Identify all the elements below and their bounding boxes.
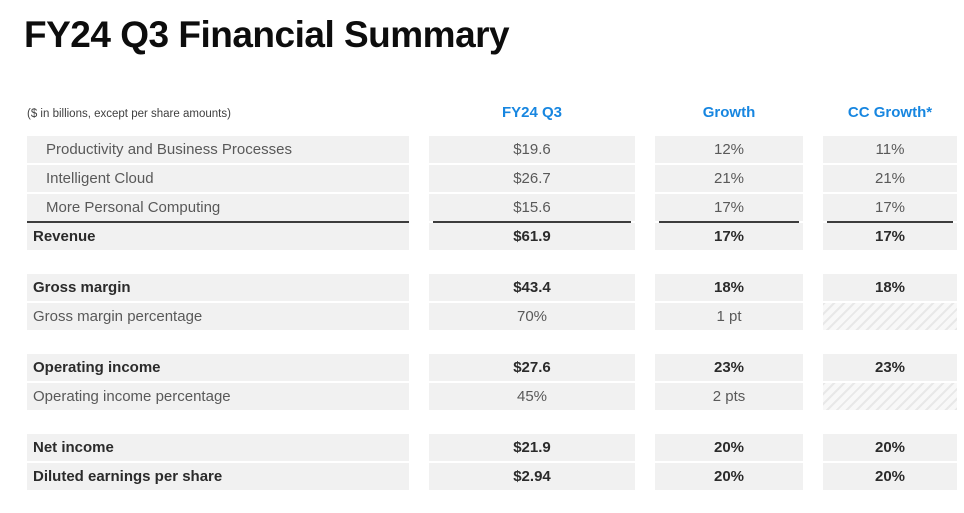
value-cell: $21.9 [429, 434, 635, 461]
page-title: FY24 Q3 Financial Summary [24, 14, 510, 55]
value-cell: 17% [655, 194, 803, 221]
value-cell: 45% [429, 383, 635, 410]
financial-table: ($ in billions, except per share amounts… [27, 96, 957, 492]
table-row: Operating income percentage 45% 2 pts [27, 383, 957, 410]
value-cell: 20% [823, 463, 957, 490]
table-row: Gross margin percentage 70% 1 pt [27, 303, 957, 330]
row-label: Diluted earnings per share [27, 463, 409, 490]
value-cell: 1 pt [655, 303, 803, 330]
table-row: Net income $21.9 20% 20% [27, 434, 957, 461]
table-row: Productivity and Business Processes $19.6… [27, 136, 957, 163]
value-cell: $26.7 [429, 165, 635, 192]
value-cell: 23% [655, 354, 803, 381]
row-label: Operating income [27, 354, 409, 381]
value-cell: 20% [655, 434, 803, 461]
table-row: More Personal Computing $15.6 17% 17% [27, 194, 957, 221]
value-cell: $15.6 [429, 194, 635, 221]
column-header-growth: Growth [702, 104, 756, 121]
row-label: Operating income percentage [27, 383, 409, 410]
value-cell: 23% [823, 354, 957, 381]
value-cell: $2.94 [429, 463, 635, 490]
value-cell: $43.4 [429, 274, 635, 301]
row-label: Gross margin percentage [27, 303, 409, 330]
units-note: ($ in billions, except per share amounts… [27, 108, 231, 120]
value-cell: 70% [429, 303, 635, 330]
value-cell: 17% [823, 194, 957, 221]
value-cell: $61.9 [429, 221, 635, 250]
value-cell: 18% [823, 274, 957, 301]
column-header-fy24-q3: FY24 Q3 [501, 104, 563, 121]
row-label: Net income [27, 434, 409, 461]
row-label: Gross margin [27, 274, 409, 301]
value-cell: 12% [655, 136, 803, 163]
table-row: Gross margin $43.4 18% 18% [27, 274, 957, 301]
value-cell: 21% [823, 165, 957, 192]
table-body: Productivity and Business Processes $19.6… [27, 136, 957, 490]
table-row: Diluted earnings per share $2.94 20% 20% [27, 463, 957, 490]
value-cell: 21% [655, 165, 803, 192]
value-cell: 2 pts [655, 383, 803, 410]
value-cell: 17% [655, 221, 803, 250]
value-cell: 11% [823, 136, 957, 163]
table-row: Operating income $27.6 23% 23% [27, 354, 957, 381]
table-row: Revenue $61.9 17% 17% [27, 221, 957, 250]
row-label: Productivity and Business Processes [27, 136, 409, 163]
value-cell: 20% [655, 463, 803, 490]
row-label: Intelligent Cloud [27, 165, 409, 192]
value-cell: 20% [823, 434, 957, 461]
row-label: Revenue [27, 221, 409, 250]
value-cell: 18% [655, 274, 803, 301]
hatched-na-cell [823, 383, 957, 410]
value-cell: $27.6 [429, 354, 635, 381]
row-label: More Personal Computing [27, 194, 409, 221]
table-header-row: ($ in billions, except per share amounts… [27, 96, 957, 122]
table-row: Intelligent Cloud $26.7 21% 21% [27, 165, 957, 192]
hatched-na-cell [823, 303, 957, 330]
column-header-cc-growth: CC Growth* [847, 104, 933, 121]
value-cell: $19.6 [429, 136, 635, 163]
value-cell: 17% [823, 221, 957, 250]
